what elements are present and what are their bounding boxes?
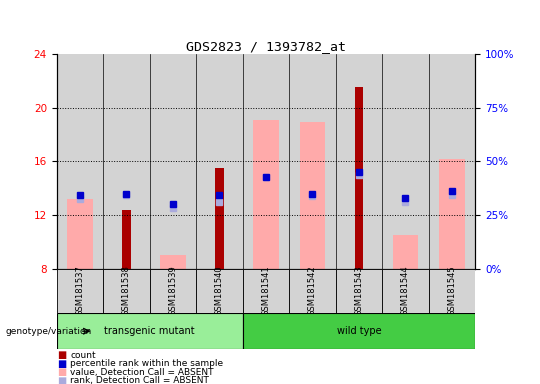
Bar <box>336 269 382 313</box>
Bar <box>215 168 224 269</box>
Bar <box>160 255 186 269</box>
Bar <box>242 269 289 313</box>
Text: GSM181545: GSM181545 <box>448 266 456 316</box>
Bar <box>150 269 196 313</box>
Bar <box>439 159 465 269</box>
Bar <box>57 54 103 269</box>
Text: GSM181538: GSM181538 <box>122 265 131 316</box>
Text: GSM181540: GSM181540 <box>215 266 224 316</box>
Bar <box>393 235 418 269</box>
Bar <box>336 54 382 269</box>
Bar <box>429 269 475 313</box>
Text: wild type: wild type <box>336 326 381 336</box>
Text: ■: ■ <box>57 376 66 384</box>
Bar <box>67 199 93 269</box>
Bar <box>57 313 242 349</box>
Text: GSM181541: GSM181541 <box>261 266 271 316</box>
Bar <box>242 54 289 269</box>
Bar <box>196 54 242 269</box>
Bar <box>103 269 150 313</box>
Bar <box>300 122 325 269</box>
Bar <box>253 120 279 269</box>
Bar <box>57 269 103 313</box>
Text: ■: ■ <box>57 350 66 360</box>
Bar <box>196 269 242 313</box>
Bar <box>382 269 429 313</box>
Title: GDS2823 / 1393782_at: GDS2823 / 1393782_at <box>186 40 346 53</box>
Text: transgenic mutant: transgenic mutant <box>104 326 195 336</box>
Bar <box>355 88 363 269</box>
Text: value, Detection Call = ABSENT: value, Detection Call = ABSENT <box>70 367 214 377</box>
Bar <box>382 54 429 269</box>
Text: rank, Detection Call = ABSENT: rank, Detection Call = ABSENT <box>70 376 209 384</box>
Bar <box>289 269 336 313</box>
Text: ■: ■ <box>57 367 66 377</box>
Text: count: count <box>70 351 96 360</box>
Text: ■: ■ <box>57 359 66 369</box>
Bar <box>289 54 336 269</box>
Text: GSM181539: GSM181539 <box>168 265 178 316</box>
Bar <box>150 54 196 269</box>
Text: percentile rank within the sample: percentile rank within the sample <box>70 359 224 368</box>
Bar <box>429 54 475 269</box>
Bar <box>122 210 131 269</box>
Text: GSM181542: GSM181542 <box>308 266 317 316</box>
Bar <box>103 54 150 269</box>
Text: GSM181543: GSM181543 <box>354 265 363 316</box>
Text: genotype/variation: genotype/variation <box>5 327 92 336</box>
Text: GSM181537: GSM181537 <box>76 265 84 316</box>
Text: GSM181544: GSM181544 <box>401 266 410 316</box>
Bar <box>242 313 475 349</box>
